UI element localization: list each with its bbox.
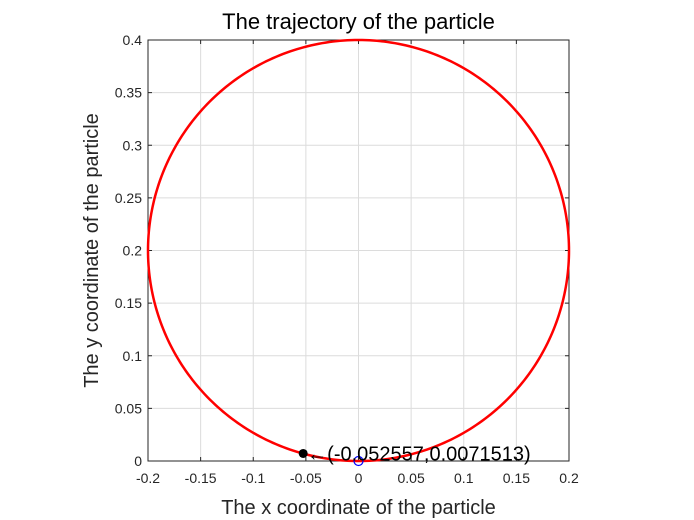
y-axis-ticks: 0 0.05 0.1 0.15 0.2 0.25 0.3 0.35 0.4: [115, 32, 569, 469]
y-axis-label: The y coordinate of the particle: [81, 113, 103, 388]
x-tick-label: -0.15: [185, 470, 217, 486]
x-tick-label: 0.2: [559, 470, 579, 486]
y-tick-label: 0.25: [115, 190, 142, 206]
end-point-annotation: ←(-0.052557,0.0071513): [307, 443, 530, 465]
y-tick-label: 0.3: [123, 137, 143, 153]
y-tick-label: 0.05: [115, 400, 142, 416]
y-tick-label: 0.2: [123, 243, 143, 259]
x-tick-label: 0.1: [454, 470, 474, 486]
start-point-marker: [353, 455, 364, 467]
x-axis-label: The x coordinate of the particle: [221, 497, 496, 519]
x-tick-label: 0.15: [503, 470, 530, 486]
x-tick-label: -0.2: [136, 470, 160, 486]
x-tick-label: -0.1: [241, 470, 265, 486]
x-axis-ticks: -0.2 -0.15 -0.1 -0.05 0 0.05 0.1 0.15 0.2: [136, 40, 579, 486]
y-tick-label: 0.4: [123, 32, 143, 48]
y-tick-label: 0.15: [115, 295, 142, 311]
chart-title: The trajectory of the particle: [222, 9, 495, 34]
trajectory-line: [146, 38, 571, 463]
x-tick-label: 0.05: [398, 470, 425, 486]
x-tick-label: 0: [355, 470, 363, 486]
x-tick-label: -0.05: [290, 470, 322, 486]
end-point-marker: [298, 448, 308, 458]
y-tick-label: 0.1: [123, 348, 143, 364]
y-tick-label: 0: [134, 453, 142, 469]
y-tick-label: 0.35: [115, 85, 142, 101]
